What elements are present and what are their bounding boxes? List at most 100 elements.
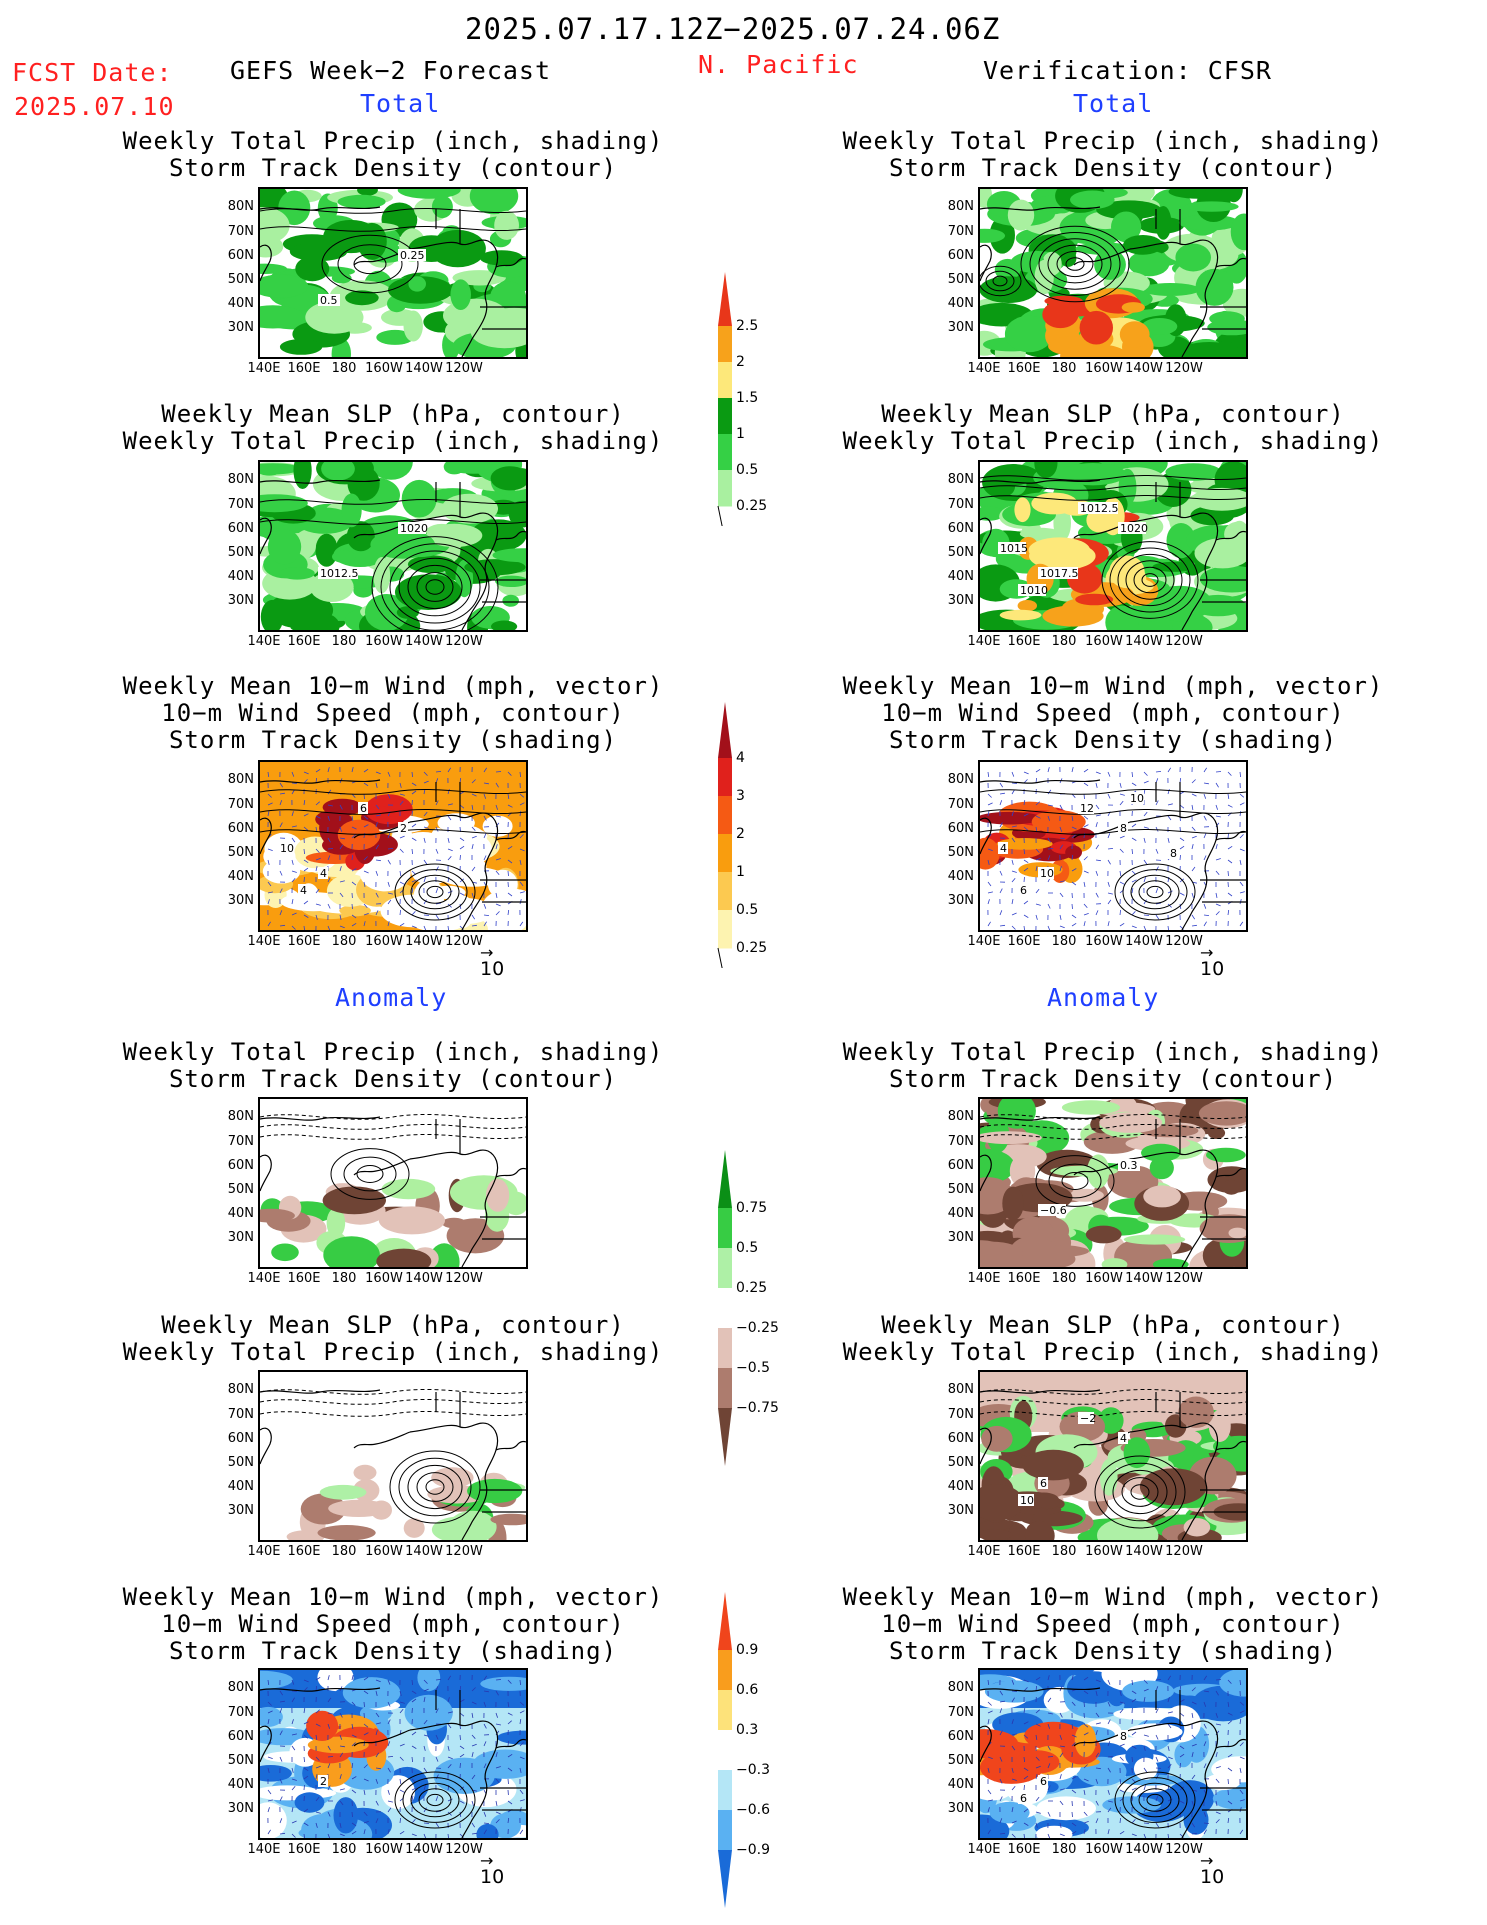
colorbar-tail [717, 505, 723, 526]
contour-line [402, 1777, 468, 1823]
wind-vector [435, 800, 439, 806]
shaded-area [476, 1823, 499, 1838]
shaded-area [1230, 213, 1246, 251]
wind-vector [1023, 867, 1029, 872]
contour-label: −2 [1078, 1412, 1096, 1425]
shaded-area [429, 827, 447, 856]
wind-vector [483, 793, 487, 799]
wind-vector [495, 1819, 500, 1824]
shaded-area [981, 1425, 1013, 1452]
wind-vector [411, 1778, 416, 1783]
shaded-area [980, 1729, 1019, 1759]
coastline [1215, 530, 1246, 541]
wind-vector [351, 868, 357, 872]
coastline [260, 1389, 381, 1394]
contour-label: 1012.5 [1078, 502, 1119, 515]
wind-vector [267, 1789, 272, 1795]
wind-vector [399, 1690, 402, 1696]
colorbar-swatch [718, 326, 732, 363]
wind-vector [1167, 1675, 1172, 1681]
shaded-area [480, 1676, 526, 1691]
coastline [1215, 1440, 1246, 1451]
wind-vector [339, 914, 342, 920]
wind-vector [1023, 1767, 1029, 1772]
wind-vector [1227, 892, 1233, 897]
wind-vector [987, 1767, 990, 1773]
wind-vector [351, 881, 357, 886]
wind-vector [1215, 1819, 1220, 1824]
colorbar-swatch [718, 910, 732, 949]
coastline [260, 206, 381, 211]
contour-line [426, 1793, 444, 1807]
contour-line [1138, 1788, 1172, 1812]
wind-vector [1035, 1811, 1041, 1814]
wind-vector [1095, 1752, 1100, 1758]
wind-vector [471, 779, 476, 784]
wind-vector [327, 1745, 331, 1751]
wind-vector [375, 910, 379, 916]
colorbar-swatch [718, 758, 732, 797]
wind-vector [411, 888, 414, 894]
wind-vector [1083, 913, 1089, 916]
map-canvas: 0.50.25 [260, 189, 526, 357]
wind-vector [1023, 876, 1025, 883]
wind-vector [1047, 1675, 1050, 1681]
wind-vector [267, 811, 270, 817]
wind-vector [483, 1811, 487, 1817]
shaded-area [1206, 1147, 1246, 1163]
panel-title-line: Storm Track Density (contour) [168, 154, 618, 182]
wind-vector [495, 844, 498, 850]
wind-vector [483, 1741, 487, 1747]
wind-vector [1203, 1829, 1207, 1835]
contour-line [1029, 232, 1121, 296]
wind-vector [351, 815, 354, 821]
wind-vector [291, 899, 294, 905]
wind-vector [999, 800, 1003, 806]
lon-tick-label: 160E [287, 1271, 321, 1286]
wind-vector [1059, 1833, 1065, 1837]
wind-vector [267, 921, 271, 927]
shaded-area [1086, 508, 1112, 533]
shaded-area [1199, 565, 1246, 593]
shaded-area [301, 1814, 344, 1838]
shaded-area [278, 190, 311, 226]
wind-vector [1227, 771, 1232, 776]
wind-vector [435, 1796, 439, 1802]
wind-vector [1035, 1709, 1040, 1714]
wind-vector [1095, 892, 1099, 898]
contour-line [1130, 1484, 1150, 1500]
wind-vector [399, 1830, 405, 1835]
wind-vector [459, 1734, 461, 1741]
wind-vector [999, 792, 1005, 795]
coastline [980, 479, 1101, 484]
wind-vector [1227, 1720, 1232, 1725]
wind-vector [459, 1800, 465, 1804]
wind-vector [495, 903, 501, 907]
lat-tick-label: 60N [947, 248, 974, 263]
wind-vector [1095, 859, 1101, 862]
shaded-area [373, 557, 391, 594]
wind-vector [363, 856, 368, 861]
contour-line [410, 874, 460, 910]
wind-vector [507, 870, 509, 877]
wind-vector [435, 902, 441, 905]
wind-vector [1071, 868, 1077, 872]
wind-vector [1095, 910, 1099, 916]
contour-line [980, 484, 1246, 491]
coastline [435, 209, 461, 244]
wind-vector [1095, 1818, 1099, 1824]
contour-line [1130, 1782, 1180, 1818]
wind-vector [519, 771, 521, 778]
wind-vector [519, 834, 524, 839]
wind-vector [471, 1822, 476, 1828]
wind-vector [483, 833, 487, 839]
wind-vector [291, 789, 295, 795]
wind-vector [1107, 892, 1113, 895]
section-anomaly-left: Anomaly [335, 983, 448, 1012]
wind-vector [351, 767, 354, 773]
wind-vector [303, 914, 309, 918]
wind-vector [303, 800, 306, 806]
colorbar-label: 0.25 [736, 940, 768, 956]
wind-vector [279, 822, 283, 828]
contour-line [260, 828, 526, 835]
